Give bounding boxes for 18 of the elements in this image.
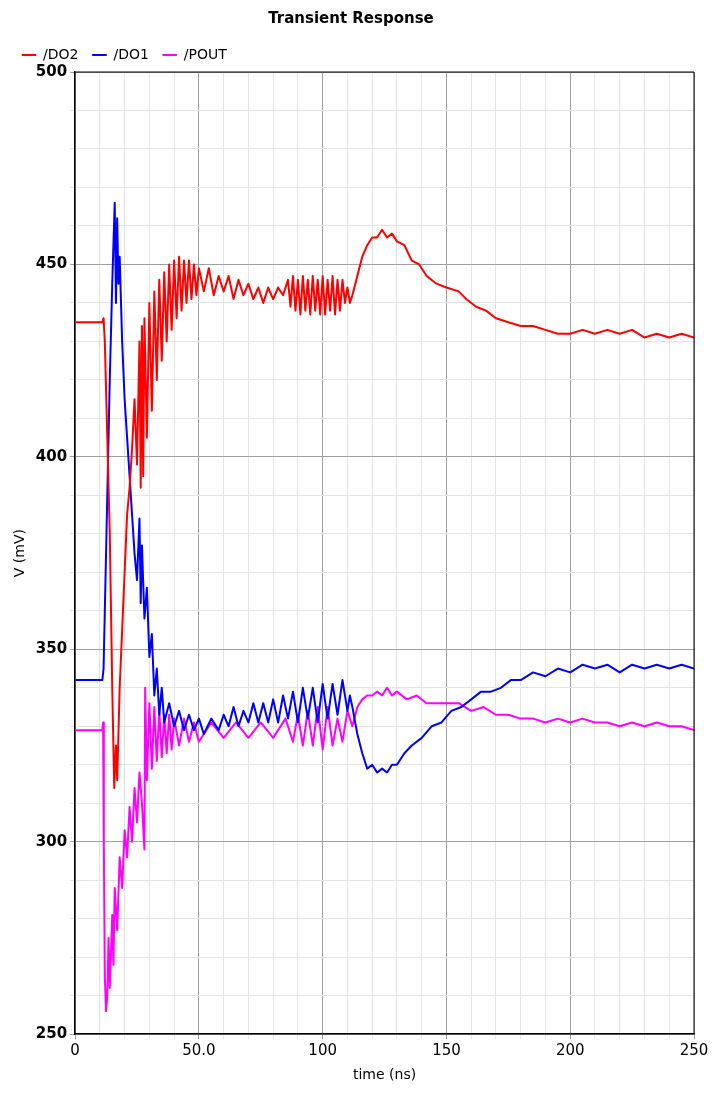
x-tick-label: 250 — [679, 1041, 709, 1060]
legend-label: /DO1 — [113, 45, 149, 62]
x-tick-label: 200 — [555, 1041, 585, 1060]
y-tick-label: 250 — [35, 1024, 68, 1043]
x-tick-label: 100 — [308, 1041, 337, 1060]
x-tick-label: 150 — [432, 1041, 461, 1060]
y-tick-label: 300 — [35, 831, 68, 850]
x-tick-label: 50.0 — [182, 1041, 216, 1060]
x-tick-label: 0 — [70, 1041, 80, 1060]
y-tick-label: 450 — [35, 254, 68, 273]
y-tick-label: 400 — [35, 446, 68, 465]
y-tick-label: 350 — [35, 639, 68, 658]
x-axis-title: time (ns) — [352, 1066, 417, 1083]
legend-label: /DO2 — [43, 45, 79, 62]
legend-label: /POUT — [183, 45, 228, 62]
chart-title: Transient Response — [268, 8, 434, 27]
y-tick-label: 500 — [35, 61, 68, 80]
y-axis-title: V (mV) — [11, 529, 28, 578]
